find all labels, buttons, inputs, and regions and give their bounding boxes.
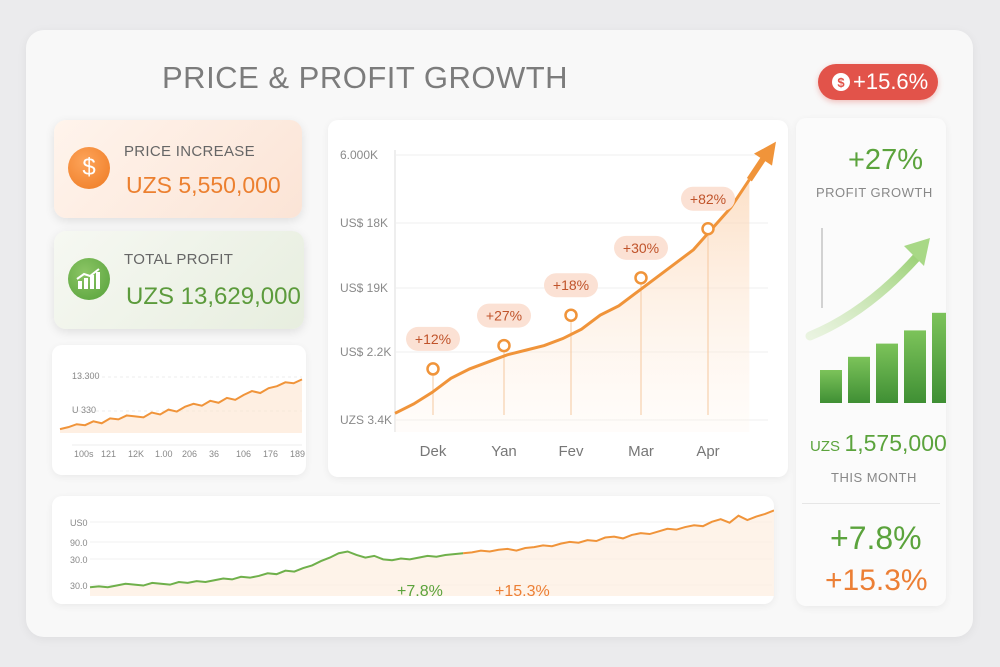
mini-x-tick: 106 (236, 449, 251, 459)
right-divider (802, 503, 940, 504)
month-value-row: UZS 1,575,000 (810, 430, 947, 457)
data-point-marker[interactable] (564, 308, 578, 322)
month-value-prefix: UZS (810, 438, 840, 455)
profit-bars-chart (805, 228, 946, 403)
main-x-tick: Apr (696, 443, 719, 460)
main-chart-panel: 6.000K US$ 18K US$ 19K US$ 2.2K UZS 3.4K +12… (328, 120, 788, 477)
main-line (394, 178, 751, 415)
price-increase-value: UZS 5,550,000 (126, 172, 281, 198)
profit-bar (876, 343, 898, 403)
mini-y-tick: U 330 (72, 405, 96, 415)
orange-stat: +15.3% (825, 564, 928, 597)
profit-bar (932, 312, 946, 403)
profit-growth-value: +27% (848, 144, 923, 176)
mini-x-tick: 206 (182, 449, 197, 459)
right-stats-panel: +27% PROFIT GROWTH UZS 1,575,000 THIS MO… (796, 118, 947, 606)
profit-bar (820, 370, 842, 403)
marker-label-bubble (477, 303, 531, 328)
profit-bar (904, 330, 926, 403)
marker-label: +82% (690, 191, 726, 207)
dollar-icon: $ (832, 73, 850, 91)
bottom-chart-panel: US0 90.0 30.0 30.0 +7.8% +15.3% (52, 496, 775, 604)
main-x-tick: Fev (558, 443, 584, 460)
growth-arrow-icon (805, 253, 921, 341)
price-increase-label: PRICE INCREASE (124, 143, 255, 160)
growth-arrowhead-icon (904, 238, 930, 266)
bottom-y-tick: US0 (70, 518, 88, 528)
mini-chart: 13.300 U 330 100s 121 12K 1.00 206 36 106 176 189 (59, 371, 305, 459)
main-x-tick: Yan (491, 443, 517, 460)
marker-label: +30% (623, 240, 659, 256)
total-profit-label: TOTAL PROFIT (124, 251, 234, 268)
total-profit-card[interactable]: TOTAL PROFIT UZS 13,629,000 (54, 231, 304, 329)
data-point-marker[interactable] (634, 271, 648, 285)
main-x-tick: Dek (420, 443, 447, 460)
data-point-marker[interactable] (701, 222, 715, 236)
marker-label: +18% (553, 277, 589, 293)
mini-x-tick: 121 (101, 449, 116, 459)
marker-label-bubble (544, 273, 598, 298)
profit-bar (848, 356, 870, 403)
mini-chart-panel: 13.300 U 330 100s 121 12K 1.00 206 36 106 176 189 (52, 345, 306, 475)
mini-area (60, 379, 302, 433)
bottom-orange-label: +15.3% (495, 583, 550, 600)
main-x-tick: Mar (628, 443, 654, 460)
main-chart: 6.000K US$ 18K US$ 19K US$ 2.2K UZS 3.4K +12… (340, 141, 776, 460)
marker-label: +27% (486, 308, 522, 324)
marker-label-bubble (614, 235, 668, 260)
mini-x-tick: 12K (128, 449, 144, 459)
data-point-marker[interactable] (497, 338, 511, 353)
growth-arrowhead-icon (754, 141, 776, 166)
bottom-green-label: +7.8% (397, 583, 443, 600)
main-y-tick: US$ 2.2K (340, 345, 391, 359)
month-value: 1,575,000 (844, 430, 947, 456)
green-stat: +7.8% (830, 520, 922, 556)
mini-x-tick: 176 (263, 449, 278, 459)
mini-y-tick: 13.300 (72, 371, 100, 381)
marker-label-bubble (681, 186, 735, 211)
main-y-tick: US$ 19K (340, 281, 388, 295)
main-y-tick: UZS 3.4K (340, 413, 392, 427)
bottom-y-tick: 30.0 (70, 555, 88, 565)
data-point-marker[interactable] (426, 362, 440, 376)
growth-badge[interactable]: $ +15.6% (818, 64, 938, 100)
main-area (395, 179, 750, 432)
growth-chart-icon (68, 258, 110, 300)
bottom-y-tick: 90.0 (70, 538, 88, 548)
bottom-green-line (89, 550, 464, 589)
bottom-area (90, 510, 774, 596)
main-y-tick: US$ 18K (340, 216, 388, 230)
mini-x-tick: 100s (74, 449, 94, 459)
main-y-tick: 6.000K (340, 148, 378, 162)
mini-x-tick: 36 (209, 449, 219, 459)
month-label: THIS MONTH (831, 470, 917, 485)
mini-x-tick: 189 (290, 449, 305, 459)
total-profit-value: UZS 13,629,000 (126, 283, 301, 310)
mini-line (59, 378, 303, 431)
price-increase-card[interactable]: $ PRICE INCREASE UZS 5,550,000 (54, 120, 302, 218)
bottom-orange-line (462, 509, 775, 555)
marker-label: +12% (415, 331, 451, 347)
profit-growth-label: PROFIT GROWTH (816, 185, 933, 200)
bottom-y-tick: 30.0 (70, 581, 88, 591)
page-title: PRICE & PROFIT GROWTH (162, 60, 569, 95)
marker-label-bubble (406, 326, 460, 351)
mini-x-tick: 1.00 (155, 449, 173, 459)
bottom-chart: US0 90.0 30.0 30.0 +7.8% +15.3% (70, 509, 775, 600)
dollar-coin-icon: $ (68, 147, 110, 189)
growth-badge-label: +15.6% (853, 69, 929, 94)
